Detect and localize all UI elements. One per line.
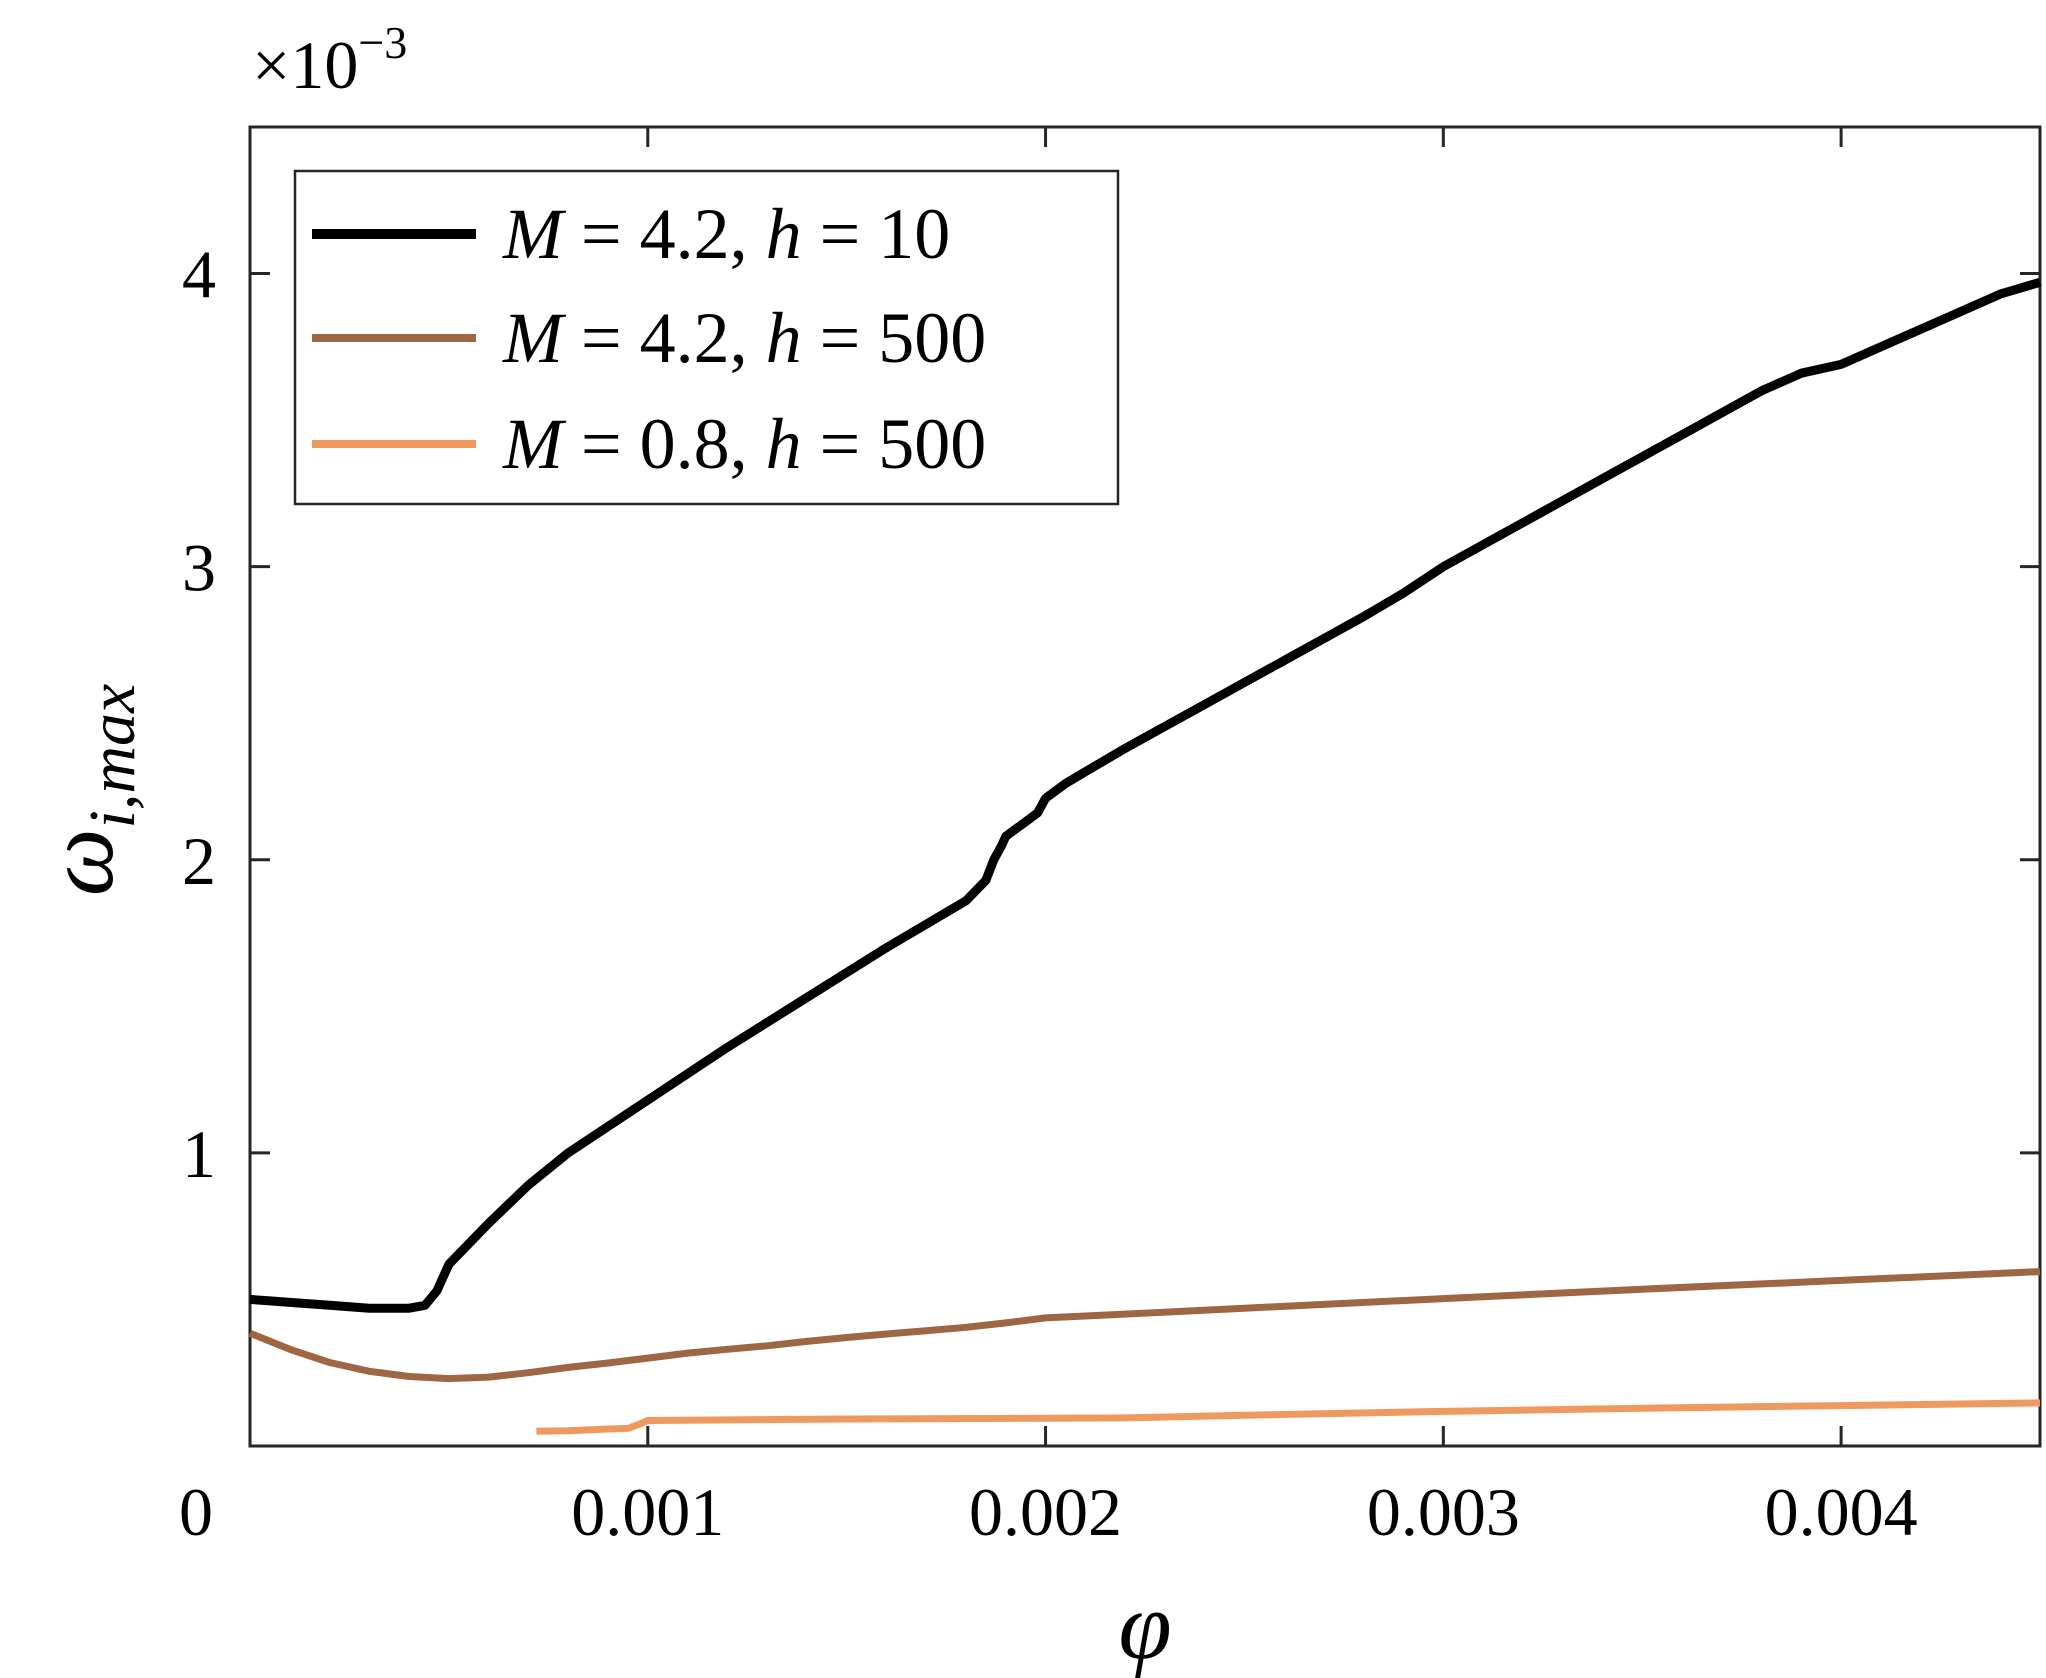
x-tick-label-0: 0 [179,1474,213,1550]
y-axis-label-subscript: i,max [76,684,149,829]
y-multiplier-label: ×10−3 [252,17,407,103]
x-tick-label-3: 0.003 [1367,1474,1520,1550]
x-axis-ticks: 0 0.001 0.002 0.003 0.004 [179,127,1918,1550]
x-tick-label-2: 0.002 [969,1474,1122,1550]
x-tick-label-1: 0.001 [571,1474,724,1550]
series-line-2 [248,1268,2041,1383]
y-axis-label-main: ω [26,829,133,897]
y-multiplier-prefix: ×10 [252,27,358,103]
legend: M = 4.2, h = 10 M = 4.2, h = 500 M = 0.8… [293,169,1120,506]
legend-label-series-3: M = 0.8, h = 500 [502,404,986,484]
x-tick-label-4: 0.004 [1765,1474,1918,1550]
y-tick-label-0: 1 [182,1116,216,1192]
series-line-3 [536,1399,2041,1435]
y-multiplier-exponent: −3 [358,17,407,68]
y-tick-label-3: 4 [182,237,216,313]
y-tick-label-1: 2 [182,823,216,899]
y-axis-ticks: 1 2 3 4 [182,237,2040,1192]
series-group [248,277,2042,1435]
series-line-1 [249,277,2042,1313]
plot-frame [248,125,2042,1448]
legend-label-series-1: M = 4.2, h = 10 [502,194,950,274]
x-axis-label: φ [1118,1572,1171,1678]
legend-label-series-2: M = 4.2, h = 500 [502,298,986,378]
y-tick-label-2: 3 [182,530,216,606]
y-axis-label: ωi,max [26,684,149,897]
